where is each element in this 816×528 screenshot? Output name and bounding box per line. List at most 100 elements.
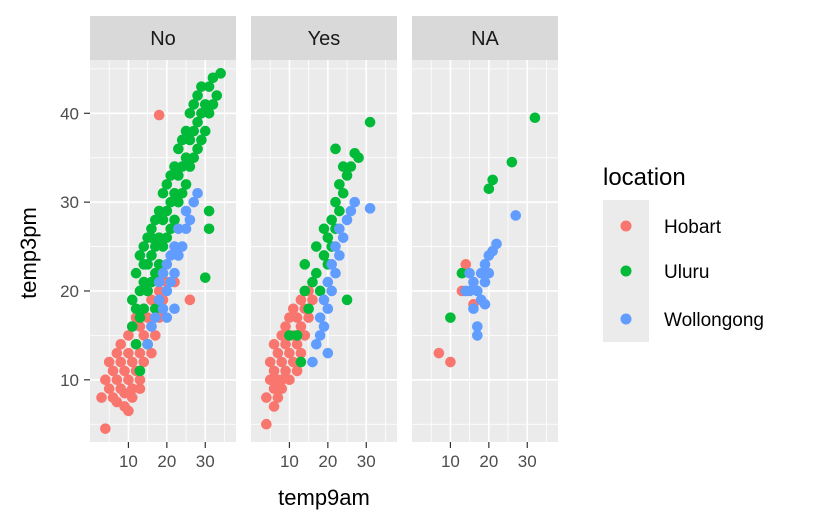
point-uluru xyxy=(506,156,518,168)
point-wollongong xyxy=(322,276,334,288)
point-hobart xyxy=(103,383,115,394)
point-wollongong xyxy=(161,312,173,323)
point-uluru xyxy=(169,161,180,172)
point-wollongong xyxy=(165,250,176,261)
point-uluru xyxy=(199,99,211,110)
point-hobart xyxy=(291,338,303,350)
point-hobart xyxy=(287,303,299,315)
point-uluru xyxy=(196,108,207,119)
point-hobart xyxy=(307,294,318,306)
point-uluru xyxy=(311,267,322,279)
point-hobart xyxy=(150,330,161,341)
point-wollongong xyxy=(184,214,196,226)
point-hobart xyxy=(280,321,291,332)
point-hobart xyxy=(264,374,276,386)
y-tick-label: 30 xyxy=(60,193,79,212)
point-hobart xyxy=(153,285,165,297)
point-uluru xyxy=(334,179,345,190)
point-hobart xyxy=(280,365,291,377)
point-wollongong xyxy=(330,241,341,252)
point-wollongong xyxy=(318,321,330,332)
point-hobart xyxy=(268,383,280,394)
point-uluru xyxy=(299,285,311,297)
point-wollongong xyxy=(161,285,173,297)
point-wollongong xyxy=(157,303,169,315)
point-uluru xyxy=(157,187,169,199)
point-hobart xyxy=(115,338,127,350)
point-wollongong xyxy=(345,205,357,217)
x-tick-label: 10 xyxy=(280,452,299,471)
point-uluru xyxy=(138,259,150,270)
point-hobart xyxy=(107,365,119,377)
facet-panel-yes: Yes xyxy=(251,16,397,442)
point-uluru xyxy=(203,205,215,217)
point-uluru xyxy=(184,161,196,172)
point-uluru xyxy=(364,116,376,128)
point-hobart xyxy=(184,294,196,306)
point-hobart xyxy=(96,392,107,403)
facet-strip-label: NA xyxy=(471,28,499,50)
y-tick-label: 40 xyxy=(60,104,79,123)
point-uluru xyxy=(341,294,353,306)
point-wollongong xyxy=(334,223,345,235)
facet-strip xyxy=(412,16,558,60)
point-hobart xyxy=(123,405,134,417)
point-uluru xyxy=(169,187,180,199)
point-hobart xyxy=(295,294,307,306)
point-hobart xyxy=(123,374,134,386)
point-wollongong xyxy=(464,267,475,279)
point-uluru xyxy=(203,81,215,92)
point-wollongong xyxy=(173,223,184,235)
point-uluru xyxy=(291,330,303,341)
point-hobart xyxy=(134,347,146,359)
point-hobart xyxy=(264,356,276,368)
legend-title: location xyxy=(603,164,686,191)
point-uluru xyxy=(126,321,138,332)
point-uluru xyxy=(153,259,165,270)
point-hobart xyxy=(295,347,307,359)
point-hobart xyxy=(138,330,150,341)
point-uluru xyxy=(150,241,161,252)
legend-label-wollongong: Wollongong xyxy=(664,310,764,331)
point-hobart xyxy=(284,312,295,323)
point-uluru xyxy=(295,356,307,368)
point-uluru xyxy=(173,196,184,208)
point-hobart xyxy=(126,392,138,403)
x-tick-label: 30 xyxy=(357,452,376,471)
point-uluru xyxy=(192,143,203,155)
point-hobart xyxy=(111,374,123,386)
point-uluru xyxy=(284,330,295,341)
point-uluru xyxy=(146,232,157,243)
point-wollongong xyxy=(169,303,180,315)
point-wollongong xyxy=(349,196,361,208)
point-hobart xyxy=(134,321,146,332)
point-uluru xyxy=(203,108,215,119)
point-wollongong xyxy=(157,267,169,279)
point-hobart xyxy=(134,383,146,394)
point-wollongong xyxy=(364,203,376,214)
point-uluru xyxy=(165,196,176,208)
point-wollongong xyxy=(479,259,491,270)
point-uluru xyxy=(330,143,341,155)
point-uluru xyxy=(176,161,188,172)
point-wollongong xyxy=(169,241,180,252)
point-hobart xyxy=(138,356,150,368)
point-uluru xyxy=(173,143,184,155)
point-hobart xyxy=(295,321,307,332)
point-wollongong xyxy=(188,196,200,208)
point-uluru xyxy=(153,205,165,217)
point-wollongong xyxy=(150,312,161,323)
point-uluru xyxy=(176,187,188,199)
point-uluru xyxy=(184,134,196,146)
point-uluru xyxy=(487,174,498,186)
point-uluru xyxy=(161,179,173,190)
point-hobart xyxy=(268,338,280,350)
point-uluru xyxy=(134,285,146,297)
point-uluru xyxy=(318,223,330,235)
point-wollongong xyxy=(153,276,165,288)
point-uluru xyxy=(146,276,157,288)
point-hobart xyxy=(276,356,288,368)
legend-label-hobart: Hobart xyxy=(664,217,722,238)
point-uluru xyxy=(176,134,188,146)
point-uluru xyxy=(165,170,176,181)
